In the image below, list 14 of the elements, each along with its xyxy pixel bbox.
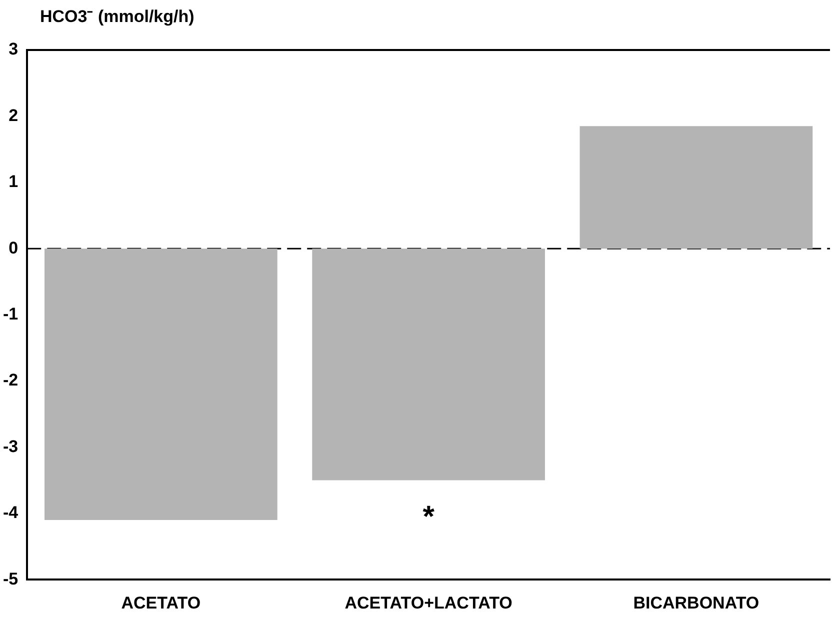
x-tick-label: ACETATO+LACTATO	[344, 593, 512, 612]
x-tick-label: BICARBONATO	[633, 593, 760, 612]
y-tick-label: -1	[2, 304, 18, 324]
y-tick-label: 2	[8, 106, 18, 125]
y-tick-label: -2	[2, 370, 18, 390]
y-tick-label: -4	[2, 503, 19, 522]
y-tick-label: 3	[8, 40, 18, 59]
y-axis-title: HCO3⁻ (mmol/kg/h)	[40, 7, 194, 26]
y-tick-label: 1	[8, 172, 18, 192]
y-tick-label: 0	[8, 238, 18, 258]
annotation: *	[422, 500, 435, 534]
x-tick-label: ACETATO	[121, 593, 201, 612]
y-tick-label: -5	[2, 569, 18, 588]
y-tick-label: -3	[2, 436, 18, 456]
